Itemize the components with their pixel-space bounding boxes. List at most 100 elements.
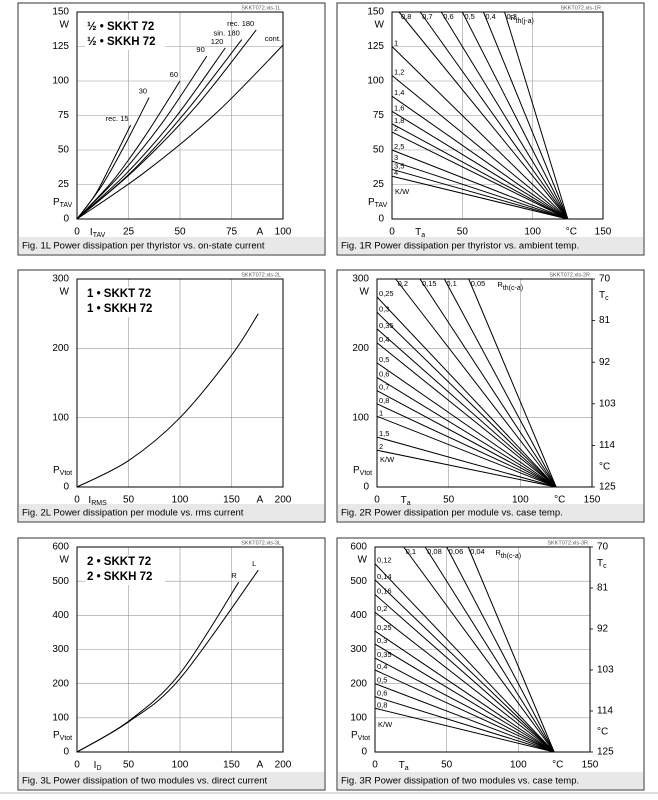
curve (76, 313, 259, 488)
curve (395, 278, 557, 488)
curve (376, 449, 557, 488)
y-tick-label: 50 (373, 145, 385, 156)
series-label: 2 (379, 442, 383, 451)
y2-tick-label: 70 (599, 274, 611, 285)
series-label: 0,6 (443, 12, 453, 21)
y-axis-label-main: P (53, 730, 60, 741)
source-id: SKKT072.xls-1L (241, 5, 281, 11)
curve (403, 546, 555, 753)
x-tick-label: 100 (172, 760, 189, 771)
series-label: 0,16 (377, 586, 392, 595)
series-label: 1,5 (379, 429, 389, 438)
plot-frame (76, 546, 284, 753)
x-axis-label-sub: D (96, 765, 101, 772)
series-label: 0,3 (379, 304, 389, 313)
caption-band (19, 237, 324, 254)
y2-axis-label-sub: c (603, 563, 607, 570)
curve (374, 707, 555, 753)
curve (76, 44, 284, 220)
y-axis-label: PVtot (353, 465, 372, 478)
series-label: 0,5 (377, 676, 387, 685)
x-tick-label: 0 (74, 760, 80, 771)
series-label: 0,06 (449, 547, 464, 556)
curve (374, 563, 555, 753)
rth-label: Rth(j-a) (510, 13, 534, 25)
curve (376, 311, 557, 488)
series-label: 1,4 (394, 88, 404, 97)
y-axis-label-main: P (53, 197, 60, 208)
y-tick-label: 400 (52, 610, 69, 621)
x-axis-unit: °C (552, 760, 563, 771)
series-label: 120 (211, 37, 224, 46)
x-axis-label: Ta (399, 760, 409, 773)
series-label: rec. 180 (227, 19, 254, 28)
curve (376, 436, 557, 488)
x-axis-unit: °C (566, 227, 577, 238)
series-label: 0,8 (377, 700, 387, 709)
y-tick-label: 300 (52, 644, 69, 655)
y-axis-label: PTAV (368, 197, 388, 210)
series-label: 0,6 (377, 689, 387, 698)
y-tick-label: 100 (367, 76, 384, 87)
x-tick-label: 150 (595, 227, 612, 238)
series-label: 4 (394, 168, 398, 177)
x-axis-unit: °C (554, 495, 565, 506)
y-tick-label: 300 (52, 274, 69, 285)
legend-text: 1 • SKKH 72 (87, 303, 152, 315)
series-label: 1 (379, 408, 383, 417)
series-label: 0,7 (379, 383, 389, 392)
plot-frame (391, 11, 604, 220)
x-tick-label: 50 (441, 760, 453, 771)
y2-axis-label-main: T (597, 558, 603, 569)
series-label: 1,8 (394, 116, 404, 125)
y2-tick-label: 125 (599, 482, 616, 493)
y2-tick-label: 114 (597, 706, 613, 717)
rth-label-main: R (510, 13, 516, 22)
caption-band (338, 237, 643, 254)
series-label: sin. 180 (214, 29, 240, 38)
x-tick-label: 100 (510, 760, 527, 771)
rth-label-main: R (497, 280, 503, 289)
y2-tick-label: 125 (597, 747, 614, 758)
series-label: R (231, 571, 237, 580)
y-tick-label: 100 (350, 712, 367, 723)
x-axis-unit: A (256, 495, 263, 506)
y2-axis-label: Tc (599, 290, 609, 303)
rth-label: Rth(c-a) (495, 548, 521, 560)
series-label: 1 (394, 38, 398, 47)
y-tick-label: 500 (350, 576, 367, 587)
curve (461, 11, 569, 220)
legend-box (85, 20, 165, 50)
x-axis-label: ITAV (90, 227, 106, 240)
curve (76, 97, 150, 220)
series-label: 0,8 (401, 12, 411, 21)
legend-text: 1 • SKKT 72 (87, 288, 151, 300)
curve (374, 696, 555, 753)
legend-text: ½ • SKKH 72 (87, 36, 156, 48)
rth-label-sub: th(c-a) (501, 553, 521, 560)
curve (398, 11, 569, 220)
series-label: 0,35 (379, 321, 394, 330)
panel-frame (336, 537, 645, 791)
y2-tick-label: 103 (599, 398, 616, 409)
y-axis-label: PTAV (53, 197, 73, 210)
legend-text: 2 • SKKH 72 (87, 571, 152, 583)
series-label: 3 (394, 153, 398, 162)
curve (504, 11, 569, 220)
source-id: SKKT072.xls-3R (547, 540, 588, 546)
series-label: 0,14 (377, 572, 392, 581)
kw-label: K/W (380, 455, 395, 464)
series-label: 0,15 (422, 279, 437, 288)
x-tick-label: 0 (74, 495, 80, 506)
series-label: 0,04 (470, 547, 485, 556)
y-tick-label: 200 (352, 343, 369, 354)
x-tick-label: 100 (275, 227, 292, 238)
y-tick-label: 150 (367, 7, 384, 18)
x-tick-label: 150 (223, 760, 240, 771)
curve (440, 11, 569, 220)
curve (391, 168, 568, 220)
y-axis-unit: W (60, 555, 70, 566)
curve (391, 75, 569, 220)
series-label: 0,08 (427, 547, 442, 556)
